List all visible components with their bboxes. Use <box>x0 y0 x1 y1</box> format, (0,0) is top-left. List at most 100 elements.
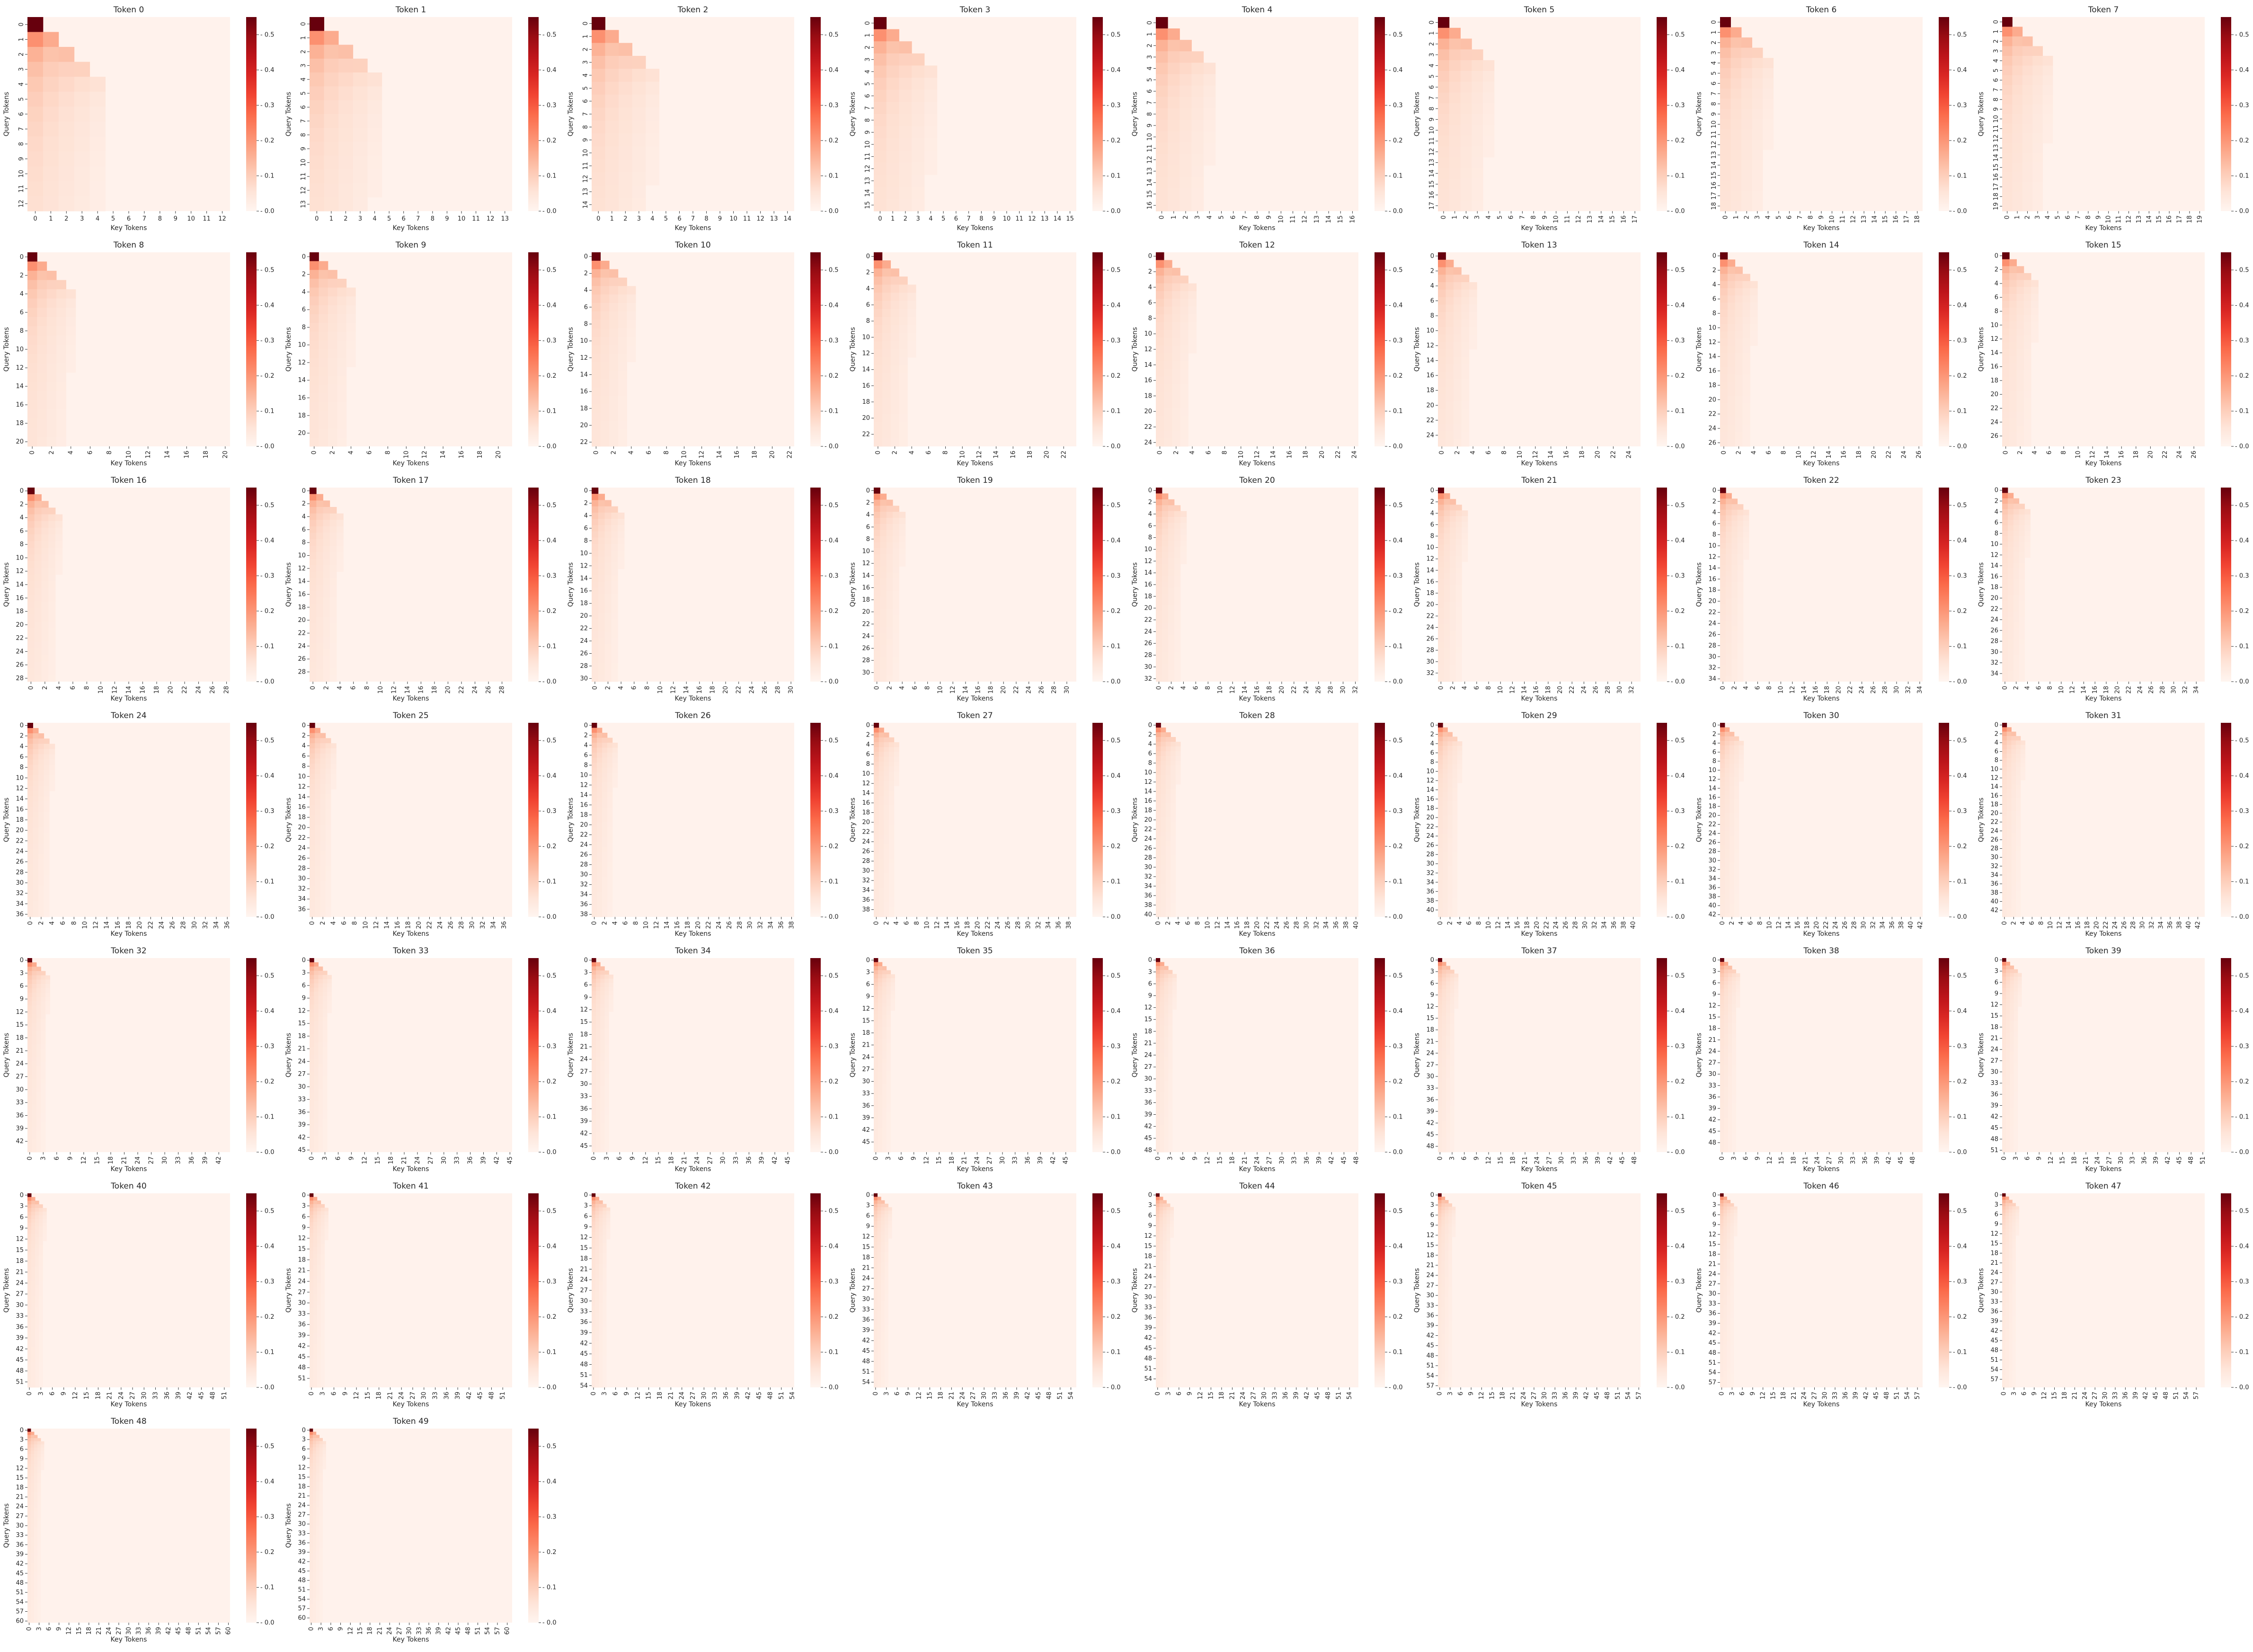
heatmap-cell <box>1727 317 1736 325</box>
x-tick-label: 16 <box>1010 451 1017 459</box>
y-tick-label: 20 <box>1708 598 1716 605</box>
x-tick-label: 26 <box>209 686 216 694</box>
colorbar-tick-label: - 0.5 <box>1107 31 1121 38</box>
heatmap-cell <box>49 775 55 781</box>
heatmap-cell <box>27 733 33 739</box>
heatmap-panel: Token 1800224466881010121214141616181820… <box>567 476 839 702</box>
heatmap-cell <box>1180 299 1189 307</box>
x-tick-label: 8 <box>2047 686 2054 690</box>
colorbar-tick-label: - 0.3 <box>1107 337 1121 344</box>
heatmap-cell <box>324 155 339 170</box>
heatmap-cell <box>328 296 337 306</box>
heatmap-cell <box>893 566 899 573</box>
heatmap-cell <box>325 764 331 769</box>
heatmap-cell <box>607 872 613 878</box>
heatmap-cell <box>1455 647 1462 654</box>
heatmap-cell <box>55 521 63 528</box>
y-tick-label: 8 <box>582 125 589 129</box>
heatmap-cell <box>319 375 328 385</box>
heatmap-panel: Token 1100224466881010121214141616181820… <box>849 240 1121 467</box>
heatmap-cell <box>2032 143 2043 153</box>
heatmap-cell <box>33 880 39 886</box>
heatmap-cell <box>1737 637 1744 643</box>
y-tick-label: 8 <box>1712 532 1716 539</box>
heatmap-cell <box>1730 160 1742 171</box>
y-tick-label: 0 <box>1712 487 1716 494</box>
x-tick-label: 12 <box>487 215 495 222</box>
x-tick-label: 16 <box>2166 215 2173 223</box>
heatmap-cell <box>1156 438 1164 447</box>
y-tick-label: 13 <box>582 188 589 196</box>
heatmap-cell <box>592 146 605 160</box>
heatmap-cell <box>2007 622 2014 628</box>
x-axis-label: Key Tokens <box>1803 224 1840 232</box>
heatmap-cell <box>48 648 56 655</box>
heatmap-cell <box>1438 189 1450 201</box>
x-tick-label: 22 <box>1569 686 1576 694</box>
heatmap-cell <box>1730 78 1742 89</box>
heatmap-cell <box>1174 552 1181 559</box>
heatmap-cell <box>880 530 887 536</box>
heatmap-cell <box>2016 273 2024 280</box>
heatmap-cell <box>609 311 619 320</box>
heatmap-cell <box>1731 604 1738 610</box>
y-tick-label: 30 <box>16 879 24 887</box>
heatmap-cell <box>329 559 337 566</box>
heatmap-cell <box>618 345 627 354</box>
heatmap-cell <box>27 317 37 327</box>
heatmap-cell <box>882 422 891 431</box>
heatmap-cell <box>1461 386 1470 395</box>
y-axis-label: Query Tokens <box>1413 327 1421 372</box>
x-tick-label: 8 <box>979 215 983 222</box>
heatmap-cell <box>66 289 76 299</box>
x-tick-label: 18 <box>125 921 133 929</box>
heatmap-cell <box>1180 283 1189 292</box>
x-tick-label: 4 <box>2031 451 2039 454</box>
colorbar-tick-label: - 0.3 <box>2235 102 2249 109</box>
x-tick-label: 8 <box>924 686 931 690</box>
heatmap-cell <box>27 864 33 870</box>
x-tick-label: 24 <box>158 921 165 929</box>
heatmap-cell <box>604 631 612 638</box>
heatmap-cell <box>1180 511 1187 517</box>
heatmap-cell <box>646 69 660 82</box>
heatmap-cell <box>899 542 906 549</box>
heatmap-cell <box>329 539 337 546</box>
heatmap-cell <box>1180 62 1192 74</box>
colorbar-tick-label: - 0.0 <box>1389 443 1403 450</box>
heatmap-cell <box>1731 504 1738 510</box>
heatmap-cell <box>310 896 315 902</box>
x-tick-label: 1 <box>891 215 895 222</box>
colorbar-tick-label: - 0.2 <box>542 843 557 850</box>
heatmap-cell <box>1168 177 1180 189</box>
heatmap-cell <box>319 305 328 314</box>
heatmap-cell <box>2007 676 2014 682</box>
heatmap-cell <box>319 402 328 411</box>
x-tick-label: 16 <box>1563 451 1570 459</box>
heatmap-cell <box>337 513 344 520</box>
x-tick-label: 32 <box>202 921 209 929</box>
y-axis-label: Query Tokens <box>849 562 857 607</box>
x-tick-label: 5 <box>941 215 945 222</box>
heatmap-cell <box>1720 160 1731 171</box>
heatmap-cell <box>886 78 899 90</box>
y-tick-label: 12 <box>864 165 871 173</box>
heatmap-cell <box>2032 172 2043 182</box>
heatmap-cell <box>874 627 880 633</box>
y-axis-label: Query Tokens <box>3 327 10 372</box>
colorbar-tick-label: - 0.1 <box>260 172 275 179</box>
heatmap-cell <box>27 838 33 844</box>
heatmap-cell <box>1460 38 1472 50</box>
heatmap-cell <box>886 663 893 670</box>
x-tick-label: 28 <box>774 686 781 694</box>
heatmap-cell <box>1168 154 1180 166</box>
colorbar-tick-label: - 0.2 <box>1107 608 1121 615</box>
heatmap-cell <box>1750 338 1758 346</box>
x-tick-label: 8 <box>83 686 90 690</box>
heatmap-cell <box>2016 349 2024 357</box>
heatmap-cell <box>1450 590 1456 596</box>
heatmap-cell <box>609 370 619 379</box>
heatmap-cell <box>328 384 337 394</box>
colorbar-tick-label: - 0.0 <box>2235 443 2249 450</box>
heatmap-cell <box>874 382 883 390</box>
